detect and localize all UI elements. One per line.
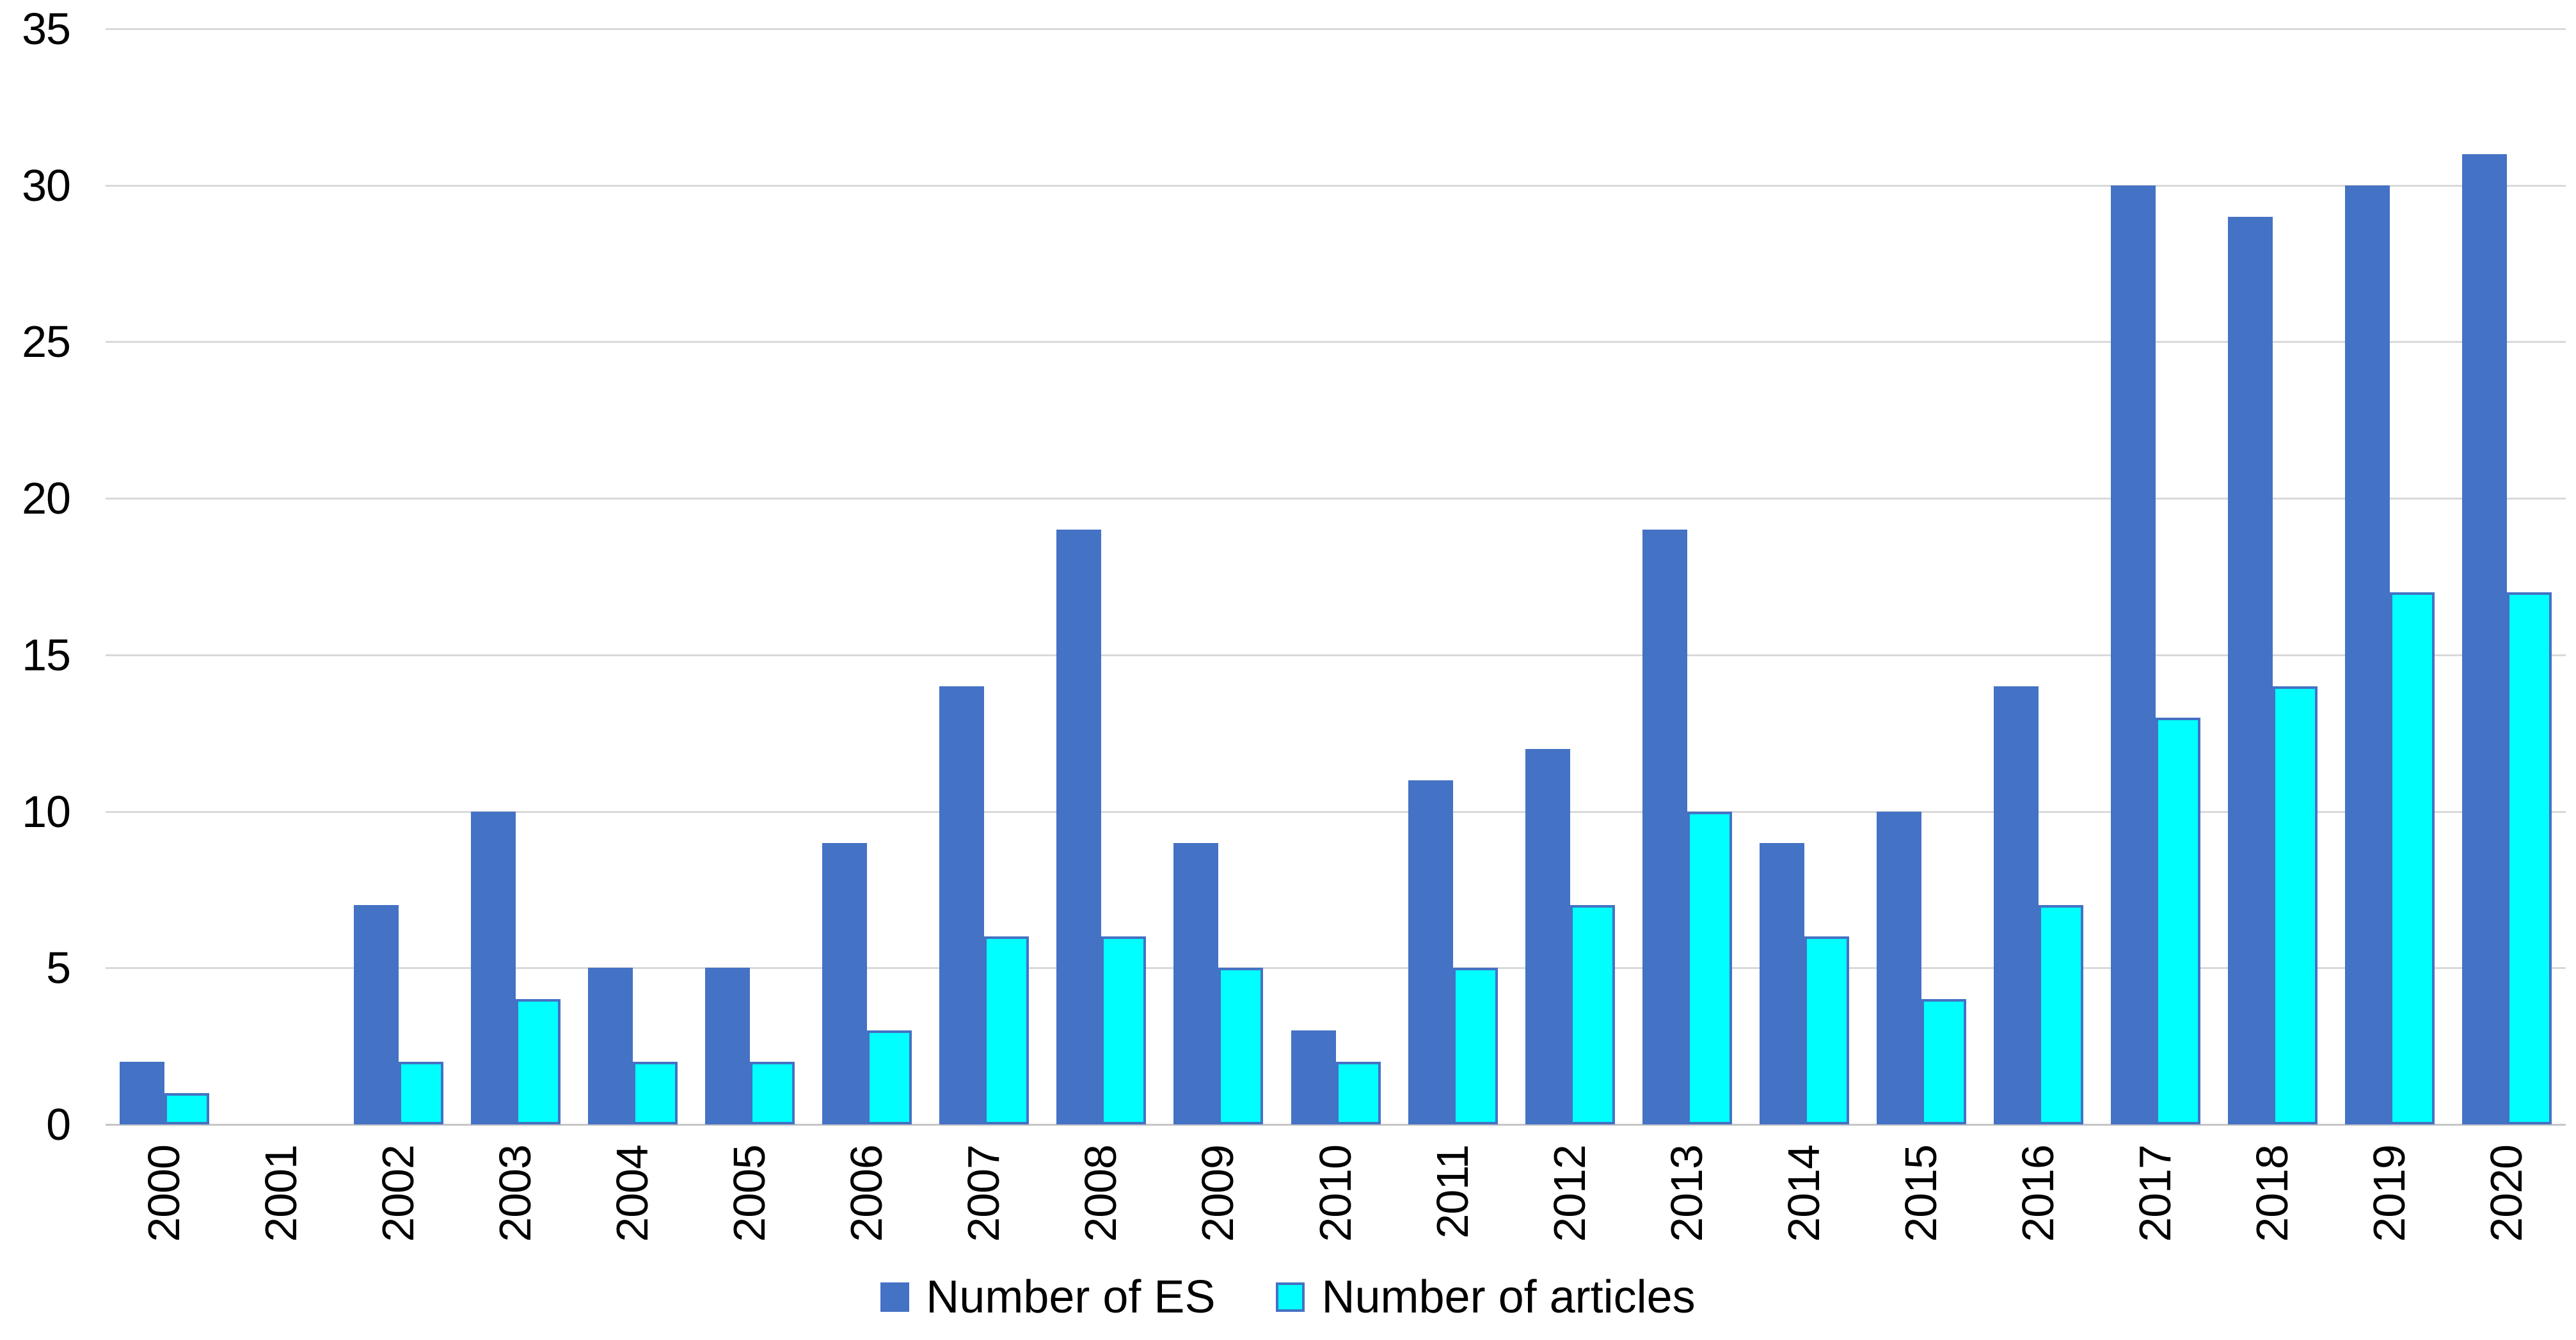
bar-articles-2002 [398, 1062, 443, 1124]
x-tick-label-2002: 2002 [372, 1145, 423, 1242]
x-tick-label-2008: 2008 [1076, 1145, 1126, 1242]
legend-item-number-of-es: Number of ES [880, 1274, 1215, 1320]
x-tick-label-2007: 2007 [958, 1145, 1009, 1242]
bar-articles-2005 [750, 1062, 795, 1124]
y-tick-label-10: 10 [22, 786, 71, 837]
gridline-0 [106, 1124, 2566, 1126]
x-tick-label-2010: 2010 [1310, 1145, 1360, 1242]
gridline-25 [106, 341, 2566, 343]
gridline-35 [106, 28, 2566, 30]
legend-label-articles: Number of articles [1321, 1272, 1696, 1323]
x-tick-label-2006: 2006 [841, 1145, 892, 1242]
x-tick-label-2020: 2020 [2481, 1145, 2532, 1242]
bar-articles-2017 [2156, 717, 2201, 1124]
bar-articles-2014 [1804, 936, 1849, 1124]
bar-articles-2012 [1570, 905, 1615, 1124]
bar-articles-2011 [1452, 968, 1498, 1124]
gridline-20 [106, 498, 2566, 500]
legend-item-number-of-articles: Number of articles [1276, 1272, 1696, 1323]
bar-es-2005 [705, 968, 751, 1124]
bar-es-2020 [2462, 154, 2508, 1124]
bar-articles-2016 [2039, 905, 2084, 1124]
bar-articles-2008 [1101, 936, 1147, 1124]
x-tick-label-2011: 2011 [1427, 1145, 1477, 1239]
bar-es-2018 [2228, 216, 2273, 1124]
bar-es-2004 [587, 968, 633, 1124]
x-tick-label-2012: 2012 [1544, 1145, 1594, 1242]
x-tick-label-2004: 2004 [607, 1145, 657, 1242]
y-tick-label-30: 30 [22, 160, 71, 210]
legend-label-es: Number of ES [926, 1272, 1216, 1323]
legend-swatch-es [880, 1282, 910, 1312]
y-tick-label-35: 35 [22, 4, 71, 54]
bar-articles-2004 [632, 1062, 678, 1124]
x-tick-label-2015: 2015 [1895, 1145, 1946, 1242]
y-tick-label-20: 20 [22, 473, 71, 524]
bar-articles-2020 [2507, 592, 2552, 1124]
x-tick-label-2014: 2014 [1778, 1145, 1829, 1242]
bar-articles-2009 [1218, 968, 1264, 1124]
bar-es-2017 [2111, 185, 2156, 1124]
bar-es-2015 [1876, 811, 1921, 1124]
gridline-5 [106, 967, 2566, 970]
x-tick-label-2013: 2013 [1661, 1145, 1712, 1242]
x-tick-label-2009: 2009 [1193, 1145, 1243, 1242]
x-tick-label-2019: 2019 [2364, 1145, 2415, 1242]
bar-es-2019 [2345, 185, 2390, 1124]
bar-articles-2019 [2390, 592, 2435, 1124]
bar-es-2003 [470, 811, 516, 1124]
bar-articles-2010 [1335, 1062, 1381, 1124]
bar-es-2013 [1642, 530, 1687, 1124]
bar-es-2010 [1291, 1030, 1336, 1124]
legend-swatch-articles [1276, 1282, 1305, 1312]
gridline-10 [106, 810, 2566, 813]
bar-articles-2018 [2273, 686, 2318, 1124]
gridline-15 [106, 654, 2566, 656]
bar-articles-2000 [164, 1093, 209, 1124]
y-tick-label-0: 0 [46, 1100, 71, 1149]
y-tick-label-15: 15 [22, 629, 71, 680]
bar-es-2009 [1173, 842, 1219, 1124]
bar-articles-2007 [984, 936, 1030, 1124]
x-tick-label-2000: 2000 [138, 1145, 189, 1242]
bar-articles-2003 [515, 999, 561, 1124]
x-tick-label-2017: 2017 [2130, 1145, 2181, 1242]
bar-es-2000 [119, 1062, 164, 1124]
bar-es-2002 [353, 905, 399, 1124]
bar-es-2012 [1525, 748, 1570, 1124]
bar-articles-2015 [1921, 999, 1966, 1124]
bar-es-2011 [1408, 780, 1453, 1124]
bar-es-2016 [1994, 686, 2039, 1124]
x-tick-label-2016: 2016 [2013, 1145, 2063, 1242]
bar-es-2008 [1056, 530, 1102, 1124]
bar-es-2007 [939, 686, 985, 1124]
bar-es-2014 [1759, 842, 1804, 1124]
bar-es-2006 [822, 842, 868, 1124]
x-tick-label-2005: 2005 [724, 1145, 775, 1242]
x-tick-label-2018: 2018 [2247, 1145, 2298, 1242]
gridline-30 [106, 184, 2566, 187]
y-tick-label-25: 25 [22, 317, 71, 367]
x-tick-label-2001: 2001 [255, 1145, 306, 1242]
bar-articles-2013 [1687, 811, 1732, 1124]
x-tick-label-2003: 2003 [489, 1145, 540, 1242]
y-tick-label-5: 5 [46, 943, 71, 993]
bar-articles-2006 [867, 1030, 912, 1124]
legend: Number of ES Number of articles [0, 1274, 2576, 1320]
